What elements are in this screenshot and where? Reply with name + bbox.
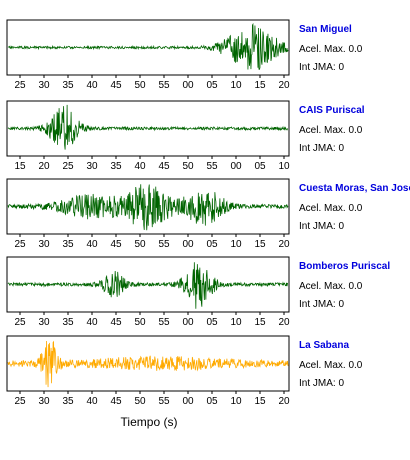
x-tick-label: 45: [110, 80, 122, 91]
max-acceleration: Acel. Max. 0.0: [299, 125, 363, 136]
panel-frame: [6, 256, 290, 313]
x-tick-label: 30: [38, 317, 50, 328]
x-tick-label: 20: [278, 80, 290, 91]
panel-frame: [6, 335, 290, 392]
x-tick-label: 55: [206, 161, 218, 172]
x-tick-label: 45: [110, 239, 122, 250]
x-tick-label: 45: [110, 396, 122, 407]
x-tick-label: 55: [158, 239, 170, 250]
x-tick-label: 20: [278, 239, 290, 250]
x-tick-label: 05: [206, 396, 218, 407]
waveform-trace: [7, 104, 289, 150]
x-tick-label: 25: [14, 396, 26, 407]
x-tick-label: 30: [38, 80, 50, 91]
jma-intensity: Int JMA: 0: [299, 62, 345, 73]
x-tick-label: 30: [86, 161, 98, 172]
panel-frame: [6, 100, 290, 157]
station-name: Bomberos Puriscal: [299, 261, 391, 272]
x-tick-label: 45: [110, 317, 122, 328]
station-name: Cuesta Moras, San Jose: [299, 183, 410, 194]
x-tick-label: 00: [182, 80, 194, 91]
x-tick-label: 55: [158, 317, 170, 328]
x-tick-label: 55: [158, 396, 170, 407]
x-tick-label: 10: [230, 317, 242, 328]
jma-intensity: Int JMA: 0: [299, 143, 345, 154]
x-tick-label: 00: [182, 396, 194, 407]
x-tick-label: 15: [254, 317, 266, 328]
max-acceleration: Acel. Max. 0.0: [299, 281, 363, 292]
x-tick-label: 20: [38, 161, 50, 172]
jma-intensity: Int JMA: 0: [299, 378, 345, 389]
x-tick-label: 50: [134, 239, 146, 250]
x-tick-label: 50: [182, 161, 194, 172]
max-acceleration: Acel. Max. 0.0: [299, 203, 363, 214]
x-tick-label: 20: [278, 317, 290, 328]
x-tick-label: 35: [62, 80, 74, 91]
x-tick-label: 00: [182, 239, 194, 250]
x-tick-label: 40: [86, 80, 98, 91]
x-tick-label: 05: [206, 80, 218, 91]
waveform-trace: [7, 340, 289, 388]
x-tick-label: 50: [134, 80, 146, 91]
max-acceleration: Acel. Max. 0.0: [299, 360, 363, 371]
x-tick-label: 10: [230, 80, 242, 91]
jma-intensity: Int JMA: 0: [299, 221, 345, 232]
x-tick-label: 05: [254, 161, 266, 172]
x-tick-label: 50: [134, 317, 146, 328]
x-tick-label: 10: [278, 161, 290, 172]
x-tick-label: 05: [206, 317, 218, 328]
x-tick-label: 25: [14, 80, 26, 91]
x-tick-label: 25: [14, 317, 26, 328]
x-tick-label: 40: [86, 396, 98, 407]
station-name: San Miguel: [299, 24, 352, 35]
station-name: CAIS Puriscal: [299, 105, 365, 116]
x-tick-label: 40: [134, 161, 146, 172]
x-tick-label: 10: [230, 239, 242, 250]
trace-panel: 25 30 35 40 45 50 55 00 05 10 15 20: [6, 19, 290, 91]
x-tick-label: 40: [86, 239, 98, 250]
waveform-trace: [7, 22, 289, 70]
panel-frame: [6, 178, 290, 235]
x-tick-label: 05: [206, 239, 218, 250]
x-tick-label: 40: [86, 317, 98, 328]
x-tick-label: 00: [182, 317, 194, 328]
x-tick-label: 35: [62, 396, 74, 407]
x-tick-label: 15: [254, 396, 266, 407]
x-tick-label: 15: [14, 161, 26, 172]
x-tick-label: 20: [278, 396, 290, 407]
x-tick-label: 15: [254, 80, 266, 91]
x-tick-label: 50: [134, 396, 146, 407]
x-tick-label: 00: [230, 161, 242, 172]
x-tick-label: 25: [62, 161, 74, 172]
x-tick-label: 35: [62, 317, 74, 328]
x-tick-label: 15: [254, 239, 266, 250]
x-tick-label: 30: [38, 396, 50, 407]
x-axis-label: Tiempo (s): [120, 415, 178, 429]
x-tick-label: 25: [14, 239, 26, 250]
x-tick-label: 55: [158, 80, 170, 91]
x-tick-label: 35: [62, 239, 74, 250]
waveform-trace: [7, 184, 289, 231]
x-tick-label: 35: [110, 161, 122, 172]
station-name: La Sabana: [299, 340, 350, 351]
waveform-trace: [7, 262, 289, 309]
trace-panel: 25 30 35 40 45 50 55 00 05 10 15 20: [6, 256, 290, 328]
jma-intensity: Int JMA: 0: [299, 299, 345, 310]
panel-frame: [6, 19, 290, 76]
trace-panel: 15 20 25 30 35 40 45 50 55 00 05 10: [6, 100, 290, 172]
x-tick-label: 30: [38, 239, 50, 250]
x-tick-label: 10: [230, 396, 242, 407]
max-acceleration: Acel. Max. 0.0: [299, 44, 363, 55]
x-tick-label: 45: [158, 161, 170, 172]
trace-panel: 25 30 35 40 45 50 55 00 05 10 15 20: [6, 178, 290, 250]
trace-panel: 25 30 35 40 45 50 55 00 05 10 15 20: [6, 335, 290, 407]
